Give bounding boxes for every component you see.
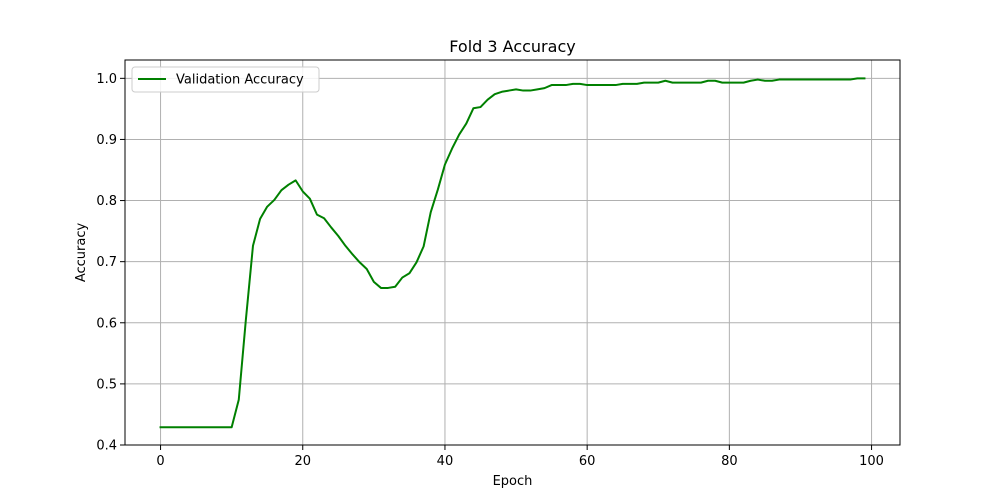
chart-title: Fold 3 Accuracy — [449, 37, 575, 56]
legend-box — [131, 66, 320, 93]
x-tick-label: 80 — [721, 454, 738, 469]
y-axis-label: Accuracy — [74, 223, 89, 283]
x-tick-label: 60 — [579, 454, 596, 469]
y-tick-label: 0.4 — [96, 439, 117, 454]
y-tick-label: 0.8 — [96, 194, 117, 209]
series-layer — [159, 77, 866, 429]
plot-frame — [124, 59, 901, 446]
y-tick-label: 0.6 — [96, 316, 117, 331]
y-tick-label: 0.9 — [96, 133, 117, 148]
y-tick-label: 0.5 — [96, 377, 117, 392]
x-axis-ticks: 0 20 40 60 80 100 — [156, 445, 884, 469]
legend-label: Validation Accuracy — [176, 73, 304, 88]
y-tick-label: 0.7 — [96, 255, 117, 270]
x-axis-label: Epoch — [493, 474, 533, 489]
x-tick-label: 40 — [437, 454, 454, 469]
legend: Validation Accuracy — [131, 66, 320, 93]
x-tick-label: 20 — [294, 454, 311, 469]
x-tick-label: 100 — [859, 454, 884, 469]
x-tick-label: 0 — [156, 454, 164, 469]
y-axis-ticks: 0.4 0.5 0.6 0.7 0.8 0.9 1.0 — [96, 72, 125, 454]
series-line-validation-accuracy — [159, 77, 866, 429]
y-tick-label: 1.0 — [96, 72, 117, 87]
